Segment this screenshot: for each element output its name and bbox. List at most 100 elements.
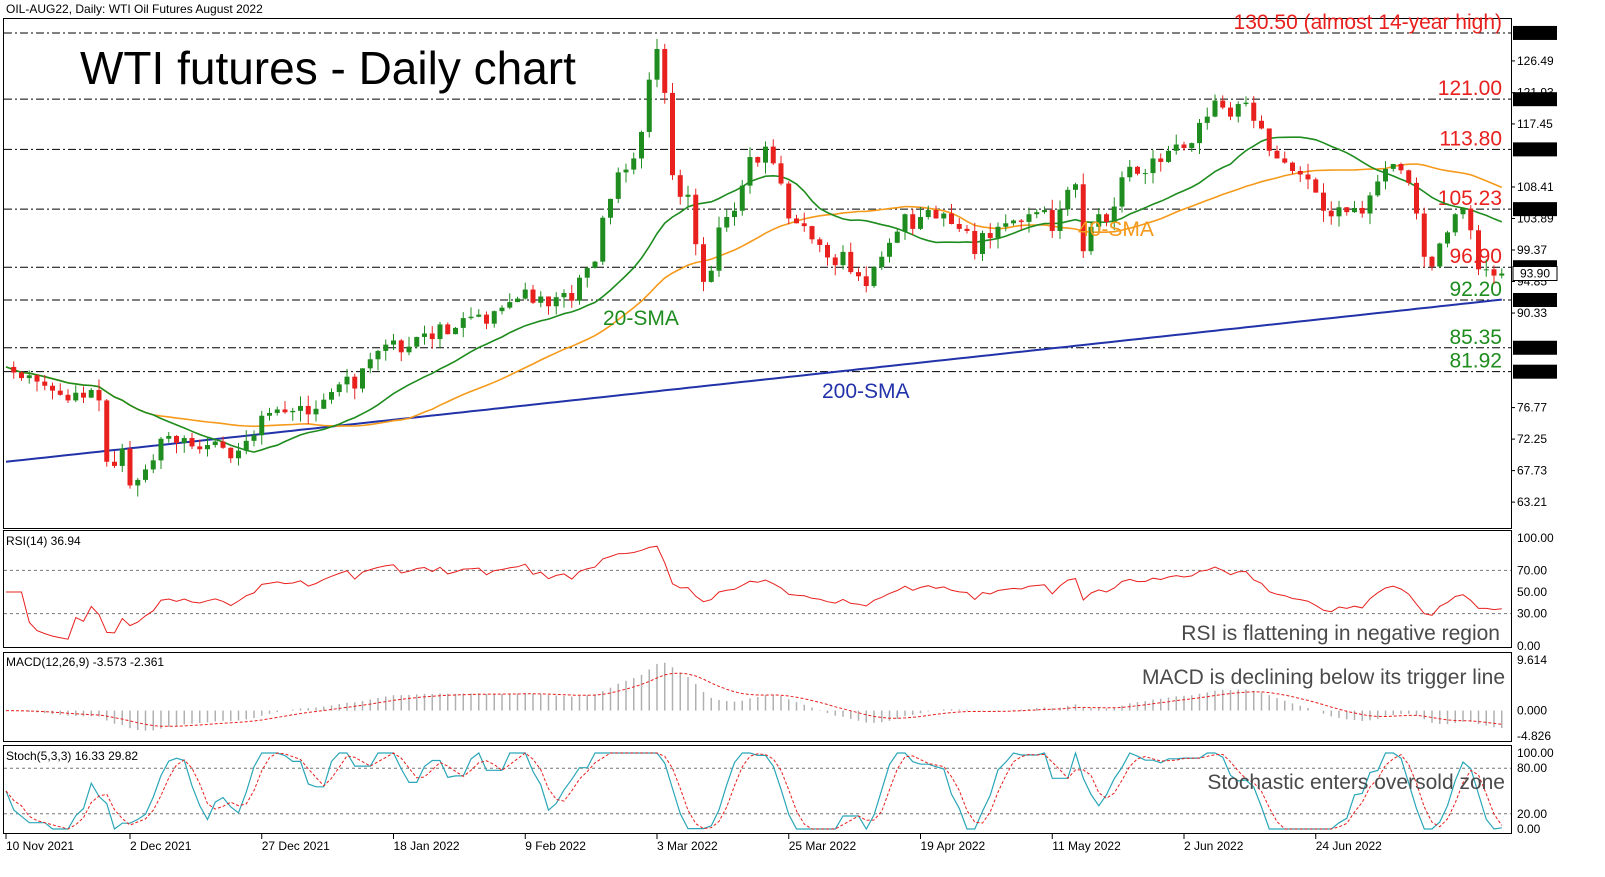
price-tick-label: 117.45 <box>1517 117 1553 131</box>
candle-body <box>57 390 63 395</box>
candle-body <box>143 469 148 480</box>
candle-body <box>972 230 978 254</box>
candle-body <box>708 270 714 282</box>
candle-body <box>484 314 489 324</box>
level-badge <box>1513 92 1557 107</box>
sma200-label: 200-SMA <box>822 380 910 403</box>
candle-body <box>1158 158 1164 162</box>
rsi-tick-label: 70.00 <box>1517 563 1547 577</box>
level-label: 105.23 <box>1438 187 1502 210</box>
candle-body <box>344 376 350 385</box>
candle-body <box>81 392 86 398</box>
stoch-tick-label: 20.00 <box>1517 807 1547 821</box>
candle-body <box>848 251 854 273</box>
level-label: 85.35 <box>1449 326 1502 349</box>
macd-tick-label: 9.614 <box>1517 653 1547 667</box>
candle-body <box>1421 213 1427 257</box>
macd-indicator: 9.614 0.000 -4.826 <box>5 653 1551 743</box>
sma40-label: 40-SMA <box>1078 218 1154 241</box>
candle-body <box>26 375 32 379</box>
candle-body <box>1065 189 1071 210</box>
symbol-header: OIL-AUG22, Daily: WTI Oil Futures August… <box>6 2 263 16</box>
candle-body <box>1429 256 1435 267</box>
level-badge-text: 130.50 <box>1517 26 1554 40</box>
candle-body <box>468 316 474 319</box>
candle-body <box>1235 104 1241 117</box>
time-tick-label: 19 Apr 2022 <box>921 839 986 853</box>
candle-body <box>515 298 520 303</box>
rsi-line <box>6 545 1502 640</box>
level-badge-text: 113.80 <box>1517 142 1553 156</box>
chart-title: WTI futures - Daily chart <box>80 42 576 94</box>
candle-body <box>1057 209 1063 231</box>
candle-body <box>770 146 776 164</box>
candle-body <box>19 372 24 379</box>
candle-body <box>1290 162 1295 172</box>
time-tick-label: 24 Jun 2022 <box>1316 839 1382 853</box>
candle-body <box>577 277 582 301</box>
candle-body <box>1445 232 1450 244</box>
candle-body <box>1220 100 1226 108</box>
candle-body <box>701 244 706 282</box>
candle-body <box>197 446 203 450</box>
candle-body <box>1088 226 1094 252</box>
candle-body <box>910 214 916 229</box>
candle-body <box>894 231 900 243</box>
price-panel-frame <box>3 18 1512 529</box>
candle-body <box>1034 212 1040 215</box>
candle-body <box>429 333 435 340</box>
candle-body <box>786 183 792 219</box>
candle-body <box>336 384 342 393</box>
candle-body <box>794 218 799 224</box>
level-badge <box>1513 142 1557 157</box>
candle-body <box>600 217 606 262</box>
time-tick-label: 9 Feb 2022 <box>525 839 586 853</box>
candle-body <box>522 289 528 299</box>
candle-body <box>112 461 117 466</box>
candle-body <box>933 210 939 219</box>
candle-body <box>739 185 745 211</box>
candle-body <box>693 194 699 245</box>
price-tick-label: 63.21 <box>1517 495 1547 509</box>
candle-body <box>1344 207 1350 213</box>
candle-body <box>832 257 838 266</box>
candle-body <box>34 375 40 382</box>
candle-body <box>631 158 637 170</box>
candle-body <box>228 447 234 459</box>
candle-body <box>42 381 48 386</box>
candle-body <box>445 324 451 335</box>
candle-body <box>817 239 823 245</box>
time-tick-label: 11 May 2022 <box>1052 839 1121 853</box>
candle-body <box>1367 195 1373 214</box>
candle-body <box>995 226 1001 238</box>
candle-body <box>538 296 544 303</box>
candle-body <box>646 79 652 132</box>
level-badge-text: 105.23 <box>1517 202 1554 216</box>
candle-body <box>391 340 396 345</box>
candle-body <box>367 359 373 369</box>
candle-body <box>305 405 311 415</box>
candle-body <box>1259 120 1264 129</box>
candle-body <box>1197 122 1202 144</box>
candle-body <box>313 408 319 415</box>
candle-body <box>1011 220 1016 224</box>
candle-body <box>1383 168 1388 182</box>
candle-body <box>414 336 420 347</box>
candle-body <box>50 385 55 391</box>
candle-body <box>1127 166 1133 178</box>
candle-body <box>1406 170 1412 183</box>
candle-body <box>677 175 683 197</box>
candle-body <box>840 251 846 266</box>
time-tick-label: 3 Mar 2022 <box>657 839 718 853</box>
candle-body <box>1119 177 1125 207</box>
candle-body <box>375 350 381 360</box>
rsi-note: RSI is flattening in negative region <box>1181 622 1500 645</box>
price-tick-label: 126.49 <box>1517 54 1554 68</box>
candle-body <box>422 333 427 337</box>
level-badge-text: 92.20 <box>1520 293 1550 307</box>
candle-body <box>1305 174 1311 180</box>
candle-body <box>1352 207 1357 213</box>
level-badge <box>1513 364 1557 379</box>
stoch-tick-label: 100.00 <box>1517 746 1554 760</box>
candle-body <box>1243 102 1249 105</box>
